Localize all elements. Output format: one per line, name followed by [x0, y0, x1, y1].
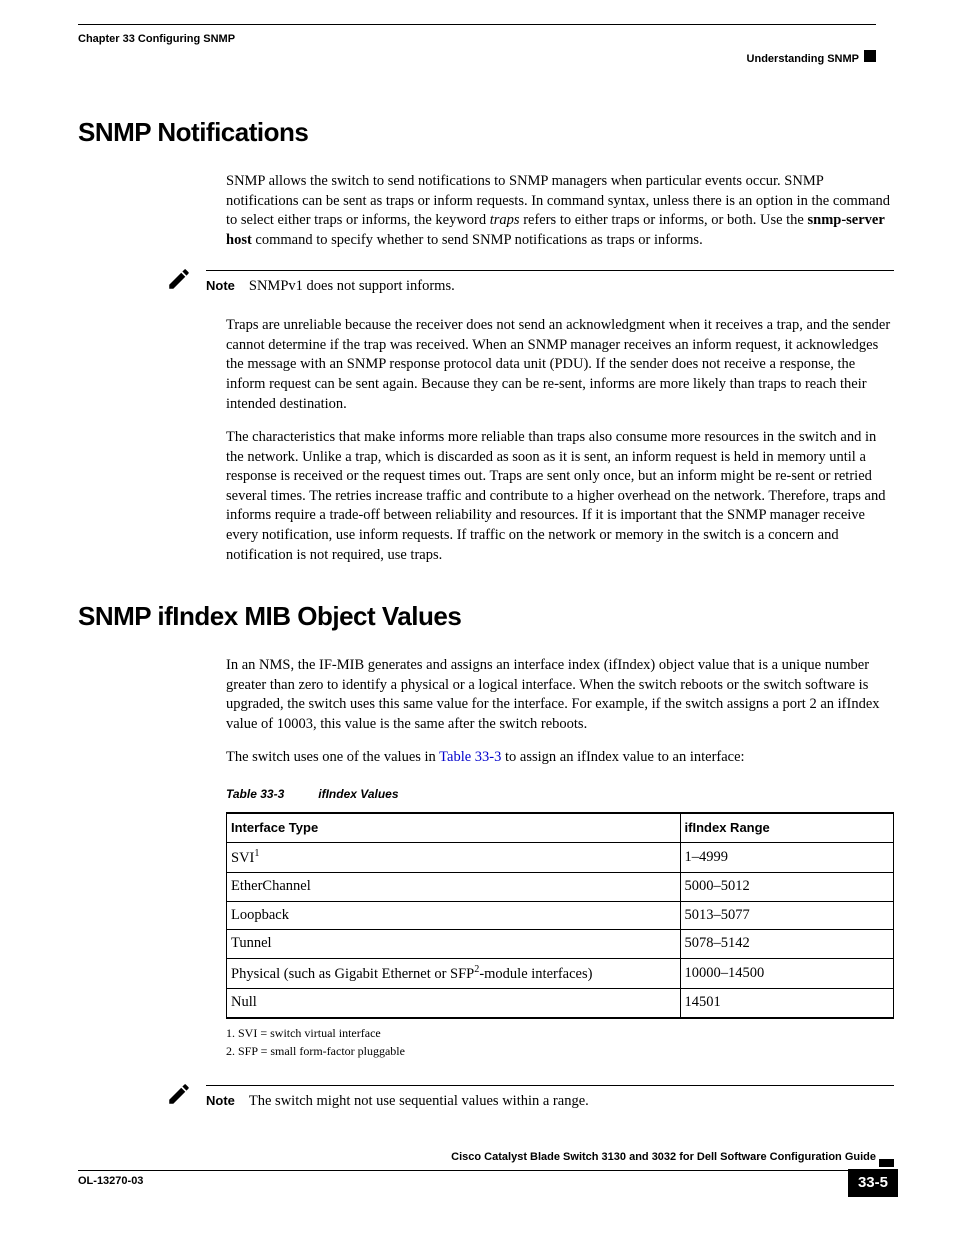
table-row: Null14501: [227, 989, 894, 1018]
table-cell: 5000–5012: [680, 873, 893, 902]
table-cell: 1–4999: [680, 842, 893, 872]
note-label: Note: [206, 1093, 235, 1108]
table-row: Physical (such as Gigabit Ethernet or SF…: [227, 958, 894, 988]
section-label: Understanding SNMP: [747, 52, 859, 67]
footnote-1: 1. SVI = switch virtual interface: [226, 1025, 894, 1041]
table-cell: Physical (such as Gigabit Ethernet or SF…: [227, 958, 681, 988]
table-row: SVI11–4999: [227, 842, 894, 872]
para-s2-2: The switch uses one of the values in Tab…: [226, 748, 894, 768]
note-block-2: Note The switch might not use sequential …: [166, 1085, 894, 1115]
para-s2-1: In an NMS, the IF-MIB generates and assi…: [226, 656, 894, 734]
table-header-col2: ifIndex Range: [680, 813, 893, 842]
table-cell: Tunnel: [227, 930, 681, 959]
table-cell: 10000–14500: [680, 958, 893, 988]
heading-snmp-notifications: SNMP Notifications: [78, 115, 894, 150]
note-text-1: SNMPv1 does not support informs.: [249, 278, 455, 294]
para-s1-1: SNMP allows the switch to send notificat…: [226, 172, 894, 250]
table-footnotes: 1. SVI = switch virtual interface 2. SFP…: [226, 1025, 894, 1059]
chapter-label: Chapter 33 Configuring SNMP: [78, 32, 235, 47]
ifindex-table: Interface Type ifIndex Range SVI11–4999E…: [226, 812, 894, 1019]
page-content: SNMP Notifications SNMP allows the switc…: [78, 115, 894, 1131]
footer-marker-icon: [879, 1159, 894, 1167]
footer-docid: OL-13270-03: [78, 1174, 143, 1189]
table-cell: 5013–5077: [680, 901, 893, 930]
pencil-icon: [166, 1081, 206, 1111]
para-s1-2: Traps are unreliable because the receive…: [226, 316, 894, 414]
page-number-badge: 33-5: [848, 1169, 898, 1197]
table-cell: Null: [227, 989, 681, 1018]
para-s1-3: The characteristics that make informs mo…: [226, 428, 894, 565]
header-rule: [78, 24, 876, 25]
footer-guide-title: Cisco Catalyst Blade Switch 3130 and 303…: [451, 1150, 876, 1165]
table-row: EtherChannel5000–5012: [227, 873, 894, 902]
table-cell: 14501: [680, 989, 893, 1018]
pencil-icon: [166, 266, 206, 296]
table-cell: 5078–5142: [680, 930, 893, 959]
table-link[interactable]: Table 33-3: [439, 749, 501, 765]
note-label: Note: [206, 278, 235, 293]
table-cell: EtherChannel: [227, 873, 681, 902]
note-text-2: The switch might not use sequential valu…: [249, 1093, 589, 1109]
table-row: Tunnel5078–5142: [227, 930, 894, 959]
table-cell: Loopback: [227, 901, 681, 930]
table-cell: SVI1: [227, 842, 681, 872]
footnote-2: 2. SFP = small form-factor pluggable: [226, 1043, 894, 1059]
header-marker-icon: [864, 50, 876, 62]
heading-snmp-ifindex: SNMP ifIndex MIB Object Values: [78, 599, 894, 634]
footer-rule: [78, 1170, 876, 1171]
table-header-col1: Interface Type: [227, 813, 681, 842]
table-row: Loopback5013–5077: [227, 901, 894, 930]
table-caption: Table 33-3ifIndex Values: [226, 786, 894, 802]
note-block-1: Note SNMPv1 does not support informs.: [166, 270, 894, 300]
